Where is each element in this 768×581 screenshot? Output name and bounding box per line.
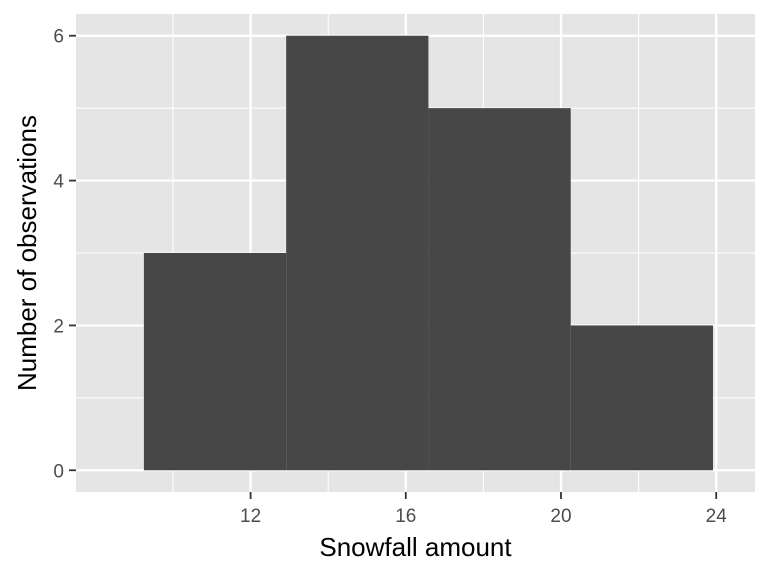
histogram-bar: [570, 325, 713, 471]
x-tick-label: 12: [240, 506, 261, 527]
y-tick-label: 2: [53, 316, 64, 337]
y-tick-label: 0: [53, 461, 64, 482]
x-tick-label: 16: [395, 506, 416, 527]
histogram-bar: [286, 35, 429, 471]
x-tick-label: 20: [550, 506, 571, 527]
x-tick-label: 24: [706, 506, 728, 527]
histogram-bar: [143, 253, 287, 471]
y-tick-label: 6: [53, 27, 64, 48]
histogram-bar: [428, 108, 571, 471]
x-axis: 12 16 20 24: [240, 492, 727, 527]
x-axis-title: Snowfall amount: [319, 532, 512, 562]
y-axis: 0 2 4 6: [53, 27, 76, 482]
histogram-bars: [143, 35, 713, 471]
y-tick-label: 4: [53, 172, 64, 193]
y-axis-title: Number of observations: [12, 115, 42, 391]
